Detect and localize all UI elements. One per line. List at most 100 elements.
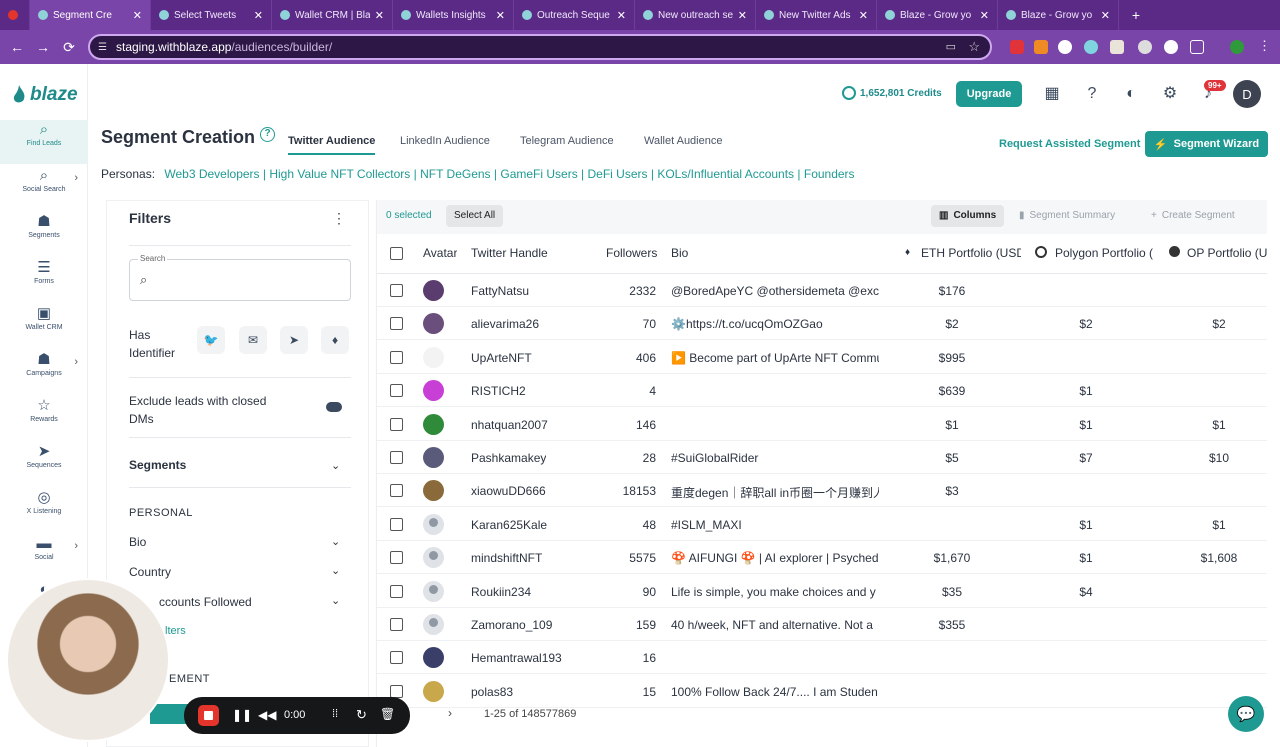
reload-icon[interactable]: ⟳ [63,38,75,55]
twitter-handle[interactable]: Karan625Kale [471,517,548,532]
row-checkbox[interactable] [390,384,403,398]
persona-link[interactable]: DeFi Users [587,167,648,181]
blaze-logo[interactable]: blaze [12,84,78,106]
extension-icon[interactable] [1138,40,1152,54]
sidebar-item-campaigns[interactable]: ☗ Campaigns › [0,350,88,394]
chevron-right-icon[interactable]: › [74,356,78,368]
extension-icon[interactable] [1058,40,1072,54]
persona-link[interactable]: KOLs/Influential Accounts [657,167,795,181]
back-icon[interactable]: ← [10,39,24,55]
table-row[interactable]: UpArteNFT 406 ▶️ Become part of UpArte NFT… [377,341,1267,374]
sidebar-item-forms[interactable]: ☰ Forms [0,258,88,302]
browser-tab[interactable]: New outreach se ✕ [635,0,756,30]
chevron-down-icon[interactable]: ⌄ [331,460,341,472]
twitter-handle[interactable]: UpArteNFT [471,350,532,365]
twitter-handle[interactable]: Hemantrawal193 [471,651,562,666]
table-row[interactable]: Karan625Kale 48 #ISLM_MAXI $1 $1 [377,508,1267,541]
more-filters-link[interactable]: lters [165,625,186,637]
tab-linkedin-audience[interactable]: LinkedIn Audience [400,135,490,147]
close-tab-icon[interactable]: ✕ [616,9,626,22]
row-checkbox[interactable] [390,350,403,364]
row-checkbox[interactable] [390,551,403,565]
row-checkbox[interactable] [390,584,403,598]
row-checkbox[interactable] [390,484,403,498]
chevron-right-icon[interactable]: › [74,540,78,552]
row-checkbox[interactable] [390,517,403,531]
twitter-handle[interactable]: RISTICH2 [471,384,526,399]
columns-button[interactable]: ▥ Columns [931,205,1005,227]
rewind-icon[interactable]: ◀◀ [258,708,277,722]
twitter-handle[interactable]: Pashkamakey [471,451,547,465]
persona-link[interactable]: NFT DeGens [420,167,491,181]
twitter-handle[interactable]: polas83 [471,684,514,699]
settings-gear-icon[interactable]: ⚙ [1162,85,1178,102]
table-row[interactable]: xiaowuDD666 18153 重度degen｜辞职all in币圈一个月赚到人… [377,474,1267,508]
column-header-eth[interactable]: ETH Portfolio (USD) [921,246,1021,260]
close-tab-icon[interactable]: ✕ [979,9,989,22]
browser-tab[interactable]: Blaze - Grow yo ✕ [998,0,1119,30]
request-assisted-segment-link[interactable]: Request Assisted Segment [999,138,1141,150]
chevron-right-icon[interactable]: › [74,172,78,184]
theme-toggle-icon[interactable]: ◐ [1126,85,1136,102]
table-row[interactable]: Hemantrawal193 16 [377,641,1267,675]
close-tab-icon[interactable]: ✕ [1100,9,1110,22]
extensions-puzzle-icon[interactable] [1190,40,1204,54]
url-field[interactable]: staging.withblaze.app/audiences/builder/… [88,34,992,60]
column-header-followers[interactable]: Followers [606,246,658,260]
persona-link[interactable]: GameFi Users [500,167,578,181]
twitter-icon[interactable]: 🐦 [197,326,225,354]
chat-support-icon[interactable]: 💬 [1228,696,1264,732]
browser-tab[interactable]: Select Tweets ✕ [151,0,272,30]
segment-wizard-button[interactable]: ⚡ Segment Wizard [1145,131,1268,157]
segment-summary-button[interactable]: ▮ Segment Summary [1011,205,1123,227]
sidebar-item-rewards[interactable]: ☆ Rewards [0,396,88,440]
extension-icon[interactable] [1084,40,1098,54]
notification-bell-icon[interactable]: ♪ [1204,85,1212,102]
select-all-button[interactable]: Select All [446,205,504,227]
calendar-icon[interactable]: ▦ [1044,85,1060,102]
close-tab-icon[interactable]: ✕ [737,9,747,22]
trash-icon[interactable]: 🗑 [380,707,396,721]
browser-tab[interactable]: Wallets Insights ✕ [393,0,514,30]
sidebar-item-x-listening[interactable]: ◎ X Listening [0,488,88,532]
column-header-op[interactable]: OP Portfolio (U [1187,246,1267,260]
table-row[interactable]: mindshiftNFT 5575 🍄 AIFUNGI 🍄 | AI explore… [377,541,1267,575]
browser-menu-icon[interactable]: ⋮ [1258,38,1271,53]
table-row[interactable]: nhatquan2007 146 $1 $1 $1 [377,408,1267,441]
persona-link[interactable]: Web3 Developers [164,167,260,181]
close-tab-icon[interactable]: ✕ [374,9,384,22]
twitter-handle[interactable]: Zamorano_109 [471,618,553,632]
sidebar-item-segments[interactable]: ☗ Segments [0,212,88,256]
restart-icon[interactable]: ↻ [356,707,367,722]
site-info-icon[interactable]: ☰ [98,42,107,53]
close-tab-icon[interactable]: ✕ [253,9,263,22]
bio-filter-label[interactable]: Bio [129,535,147,549]
select-all-checkbox[interactable] [390,247,403,260]
browser-tab[interactable]: Blaze - Grow yo ✕ [877,0,998,30]
tab-wallet-audience[interactable]: Wallet Audience [644,135,723,147]
chevron-down-icon[interactable]: ⌄ [331,595,341,607]
new-tab-button[interactable]: + [1131,7,1141,23]
help-circle-icon[interactable]: ? [260,127,275,142]
sidebar-item-social-search[interactable]: ⌕ Social Search › [0,166,88,210]
table-row[interactable]: polas83 15 100% Follow Back 24/7.... I am … [377,675,1267,708]
extension-icon[interactable] [1034,40,1048,54]
twitter-handle[interactable]: Roukiin234 [471,584,532,599]
filter-search-input[interactable]: Search ⌕ [129,254,351,301]
chevron-down-icon[interactable]: ⌄ [331,565,341,577]
apply-filters-button[interactable] [150,704,190,724]
table-row[interactable]: FattyNatsu 2332 @BoredApeYC @othersidemeta… [377,274,1267,307]
sidebar-item-social[interactable]: ▬ Social › [0,534,88,578]
sidebar-item-sequences[interactable]: ➤ Sequences [0,442,88,486]
ethereum-icon[interactable]: ♦ [321,326,349,354]
twitter-handle[interactable]: mindshiftNFT [471,551,543,566]
tab-telegram-audience[interactable]: Telegram Audience [520,135,614,147]
user-avatar[interactable]: D [1233,80,1261,108]
row-checkbox[interactable] [390,284,403,297]
table-row[interactable]: Pashkamakey 28 #SuiGlobalRider $5 $7 $10 [377,441,1267,474]
grid-icon[interactable]: ⁞⁞ [332,708,339,720]
upgrade-button[interactable]: Upgrade [956,81,1022,107]
stop-recording-button[interactable] [198,705,219,726]
extension-icon[interactable] [1110,40,1124,54]
table-row[interactable]: RISTICH2 4 $639 $1 [377,374,1267,408]
